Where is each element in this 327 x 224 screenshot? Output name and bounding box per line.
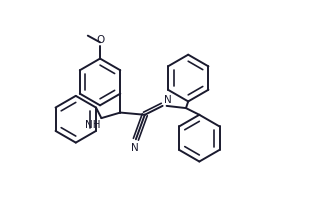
Text: O: O bbox=[96, 35, 104, 45]
Text: N: N bbox=[164, 95, 171, 105]
Text: N: N bbox=[131, 143, 139, 153]
Text: NH: NH bbox=[85, 120, 100, 130]
